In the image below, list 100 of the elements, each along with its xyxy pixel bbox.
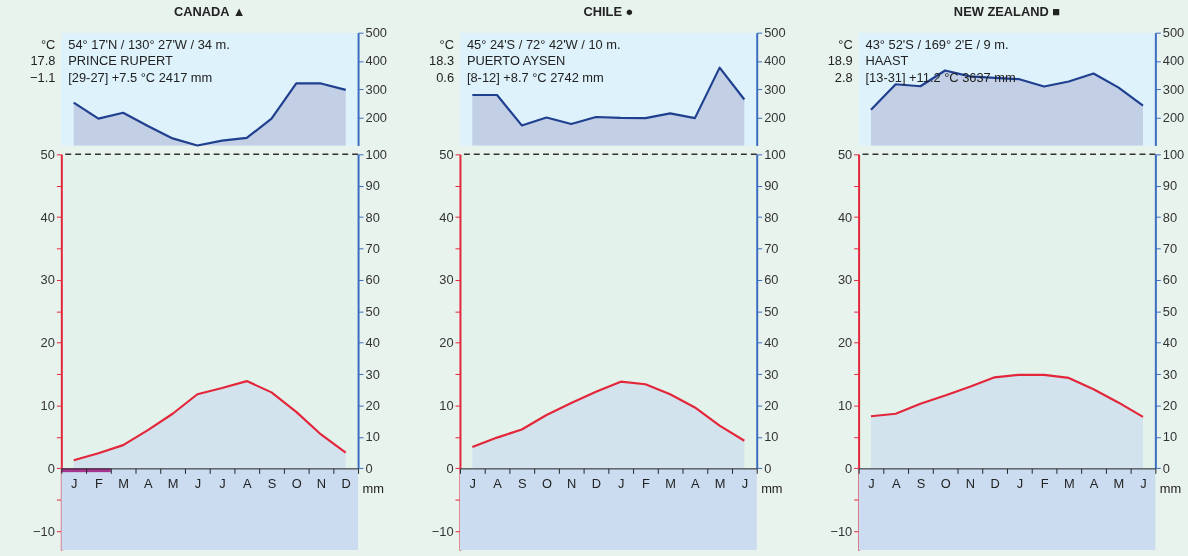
- y-tick-label: 400: [764, 53, 786, 69]
- x-tick-label: N: [965, 475, 976, 491]
- x-tick-label: S: [518, 475, 527, 491]
- y-tick-label: 50: [40, 146, 55, 162]
- y-tick-label: 20: [439, 335, 454, 351]
- x-tick-label: M: [118, 475, 129, 491]
- annotation: 45° 24'S / 72° 42'W / 10 m.: [466, 36, 621, 52]
- x-tick-label: J: [1140, 475, 1147, 491]
- x-tick-label: M: [665, 475, 677, 491]
- y-tick-label: 30: [439, 272, 454, 288]
- chart-title: CHILE ●: [583, 3, 634, 19]
- x-tick-label: F: [642, 475, 650, 491]
- y2-tick-label: 70: [1162, 241, 1178, 257]
- y2-axis-title: mm: [1159, 480, 1182, 496]
- text: 18.3: [429, 53, 455, 69]
- y-tick-label: 20: [40, 335, 55, 351]
- y-tick-label: 10: [40, 398, 55, 414]
- text: °C: [439, 36, 455, 52]
- y-tick-label: 400: [365, 53, 387, 69]
- chart-title: CANADA ▲: [173, 3, 246, 19]
- y-tick-label: 0: [845, 460, 853, 476]
- annotation: PRINCE RUPERT: [68, 53, 174, 69]
- y-tick-label: 0: [47, 460, 55, 476]
- y-tick-label: 40: [40, 209, 55, 225]
- text: °C: [40, 36, 56, 52]
- y-tick-label: 500: [365, 25, 387, 41]
- y-tick-label: 200: [764, 109, 786, 125]
- text: −1.1: [30, 70, 56, 86]
- x-tick-label: S: [916, 475, 926, 491]
- annotation: 43° 52'S / 169° 2'E / 9 m.: [865, 36, 1009, 52]
- y-tick-label: 0: [446, 460, 454, 476]
- y-tick-label: 300: [1162, 81, 1185, 97]
- x-tick-label: A: [891, 475, 901, 491]
- x-tick-label: A: [493, 475, 503, 491]
- y-tick-label: −10: [431, 523, 454, 539]
- y-tick-label: 300: [365, 81, 387, 97]
- x-tick-label: F: [1040, 475, 1049, 491]
- y2-tick-label: 80: [764, 209, 779, 225]
- x-tick-label: S: [267, 475, 277, 491]
- y-tick-label: 40: [837, 209, 853, 225]
- annotation: HAAST: [865, 53, 909, 69]
- y-tick-label: 20: [837, 335, 853, 351]
- y-tick-label: 500: [764, 25, 786, 41]
- annotation: PUERTO AYSEN: [466, 53, 566, 69]
- y2-tick-label: 90: [365, 178, 380, 194]
- y-tick-label: −10: [830, 523, 853, 539]
- y-tick-label: 500: [1162, 25, 1185, 41]
- y2-tick-label: 60: [365, 272, 380, 288]
- y2-tick-label: 70: [365, 241, 380, 257]
- y-tick-label: 200: [365, 109, 387, 125]
- y-tick-label: 400: [1162, 53, 1185, 69]
- y-tick-label: −10: [33, 523, 55, 539]
- x-tick-label: D: [990, 475, 1000, 491]
- y2-tick-label: 70: [764, 241, 779, 257]
- x-tick-label: N: [567, 475, 577, 491]
- y-tick-label: 200: [1162, 109, 1185, 125]
- y2-tick-label: 100: [1162, 146, 1185, 162]
- y2-tick-label: 60: [764, 272, 779, 288]
- y2-axis-title: mm: [761, 480, 783, 496]
- y2-axis-title: mm: [362, 480, 384, 496]
- x-tick-label: J: [868, 475, 875, 491]
- y2-tick-label: 90: [1162, 178, 1178, 194]
- x-tick-label: A: [243, 475, 252, 491]
- annotation: [29-27] +7.5 °C 2417 mm: [68, 70, 213, 86]
- x-tick-label: O: [542, 475, 553, 491]
- x-tick-label: M: [1113, 475, 1125, 491]
- y-tick-label: 40: [439, 209, 454, 225]
- y2-tick-label: 100: [764, 146, 786, 162]
- x-tick-label: M: [167, 475, 179, 491]
- text: 17.8: [30, 53, 56, 69]
- x-tick-label: M: [714, 475, 726, 491]
- chart-title: NEW ZEALAND ■: [953, 3, 1061, 19]
- y-tick-label: 30: [837, 272, 853, 288]
- y-tick-label: 300: [764, 81, 786, 97]
- text: 18.9: [827, 53, 853, 69]
- y2-tick-label: 80: [365, 209, 380, 225]
- x-tick-label: J: [194, 475, 202, 491]
- annotation: 54° 17'N / 130° 27'W / 34 m.: [68, 36, 230, 52]
- x-tick-label: D: [591, 475, 602, 491]
- x-tick-label: O: [940, 475, 951, 491]
- x-tick-label: D: [341, 475, 351, 491]
- y2-tick-label: 100: [365, 146, 387, 162]
- y2-tick-label: 80: [1162, 209, 1178, 225]
- annotation: [8-12] +8.7 °C 2742 mm: [466, 70, 604, 86]
- x-tick-label: J: [741, 475, 749, 491]
- text: 0.6: [436, 70, 455, 86]
- x-tick-label: J: [1016, 475, 1024, 491]
- y-tick-label: 10: [837, 398, 853, 414]
- x-tick-label: J: [219, 475, 226, 491]
- y-tick-label: 50: [837, 146, 853, 162]
- x-tick-label: A: [1089, 475, 1099, 491]
- text: 2.8: [834, 70, 853, 86]
- x-tick-label: O: [291, 475, 302, 491]
- y-tick-label: 50: [439, 146, 454, 162]
- x-tick-label: J: [70, 475, 78, 491]
- x-tick-label: J: [469, 475, 477, 491]
- x-tick-label: F: [94, 475, 103, 491]
- x-tick-label: J: [617, 475, 625, 491]
- y2-tick-label: 90: [764, 178, 779, 194]
- x-tick-label: A: [144, 475, 154, 491]
